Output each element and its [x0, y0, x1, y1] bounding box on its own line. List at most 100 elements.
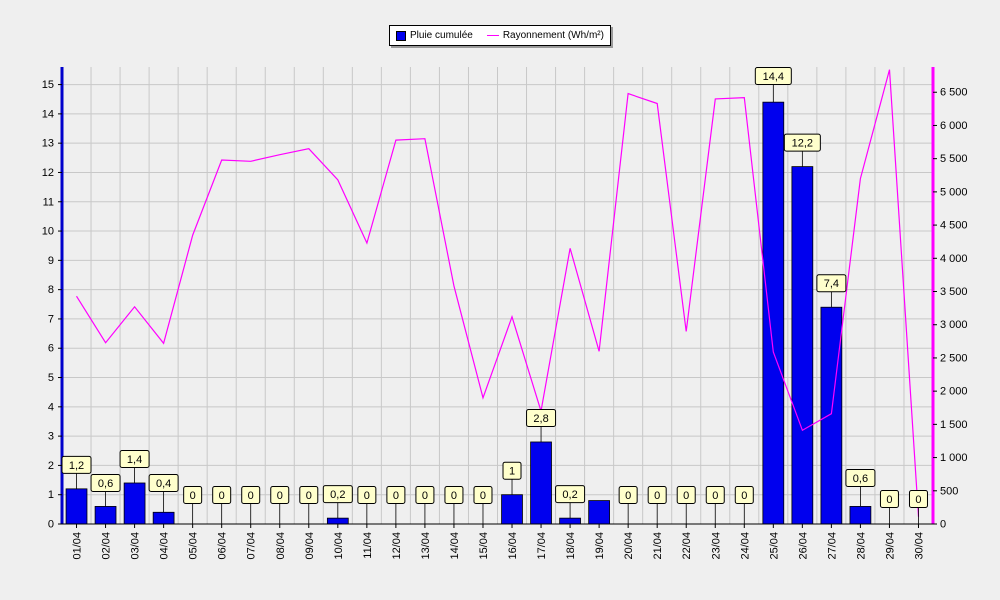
data-label-group: 2,8: [526, 408, 557, 442]
data-label-02/04: 0,6: [98, 478, 113, 490]
bar-03/04: [123, 482, 146, 525]
data-label-box: [705, 486, 725, 504]
data-label-07/04: 0: [248, 490, 254, 502]
x-tick-label-09/04: 09/04: [304, 532, 316, 560]
right-tick-label: 3 000: [940, 319, 968, 331]
right-tick-label: 500: [940, 485, 958, 497]
data-label-30/04: 0: [915, 494, 921, 506]
bar-17/04: [530, 441, 552, 525]
left-tick-label: 13: [42, 138, 54, 150]
data-label-group: 0: [444, 486, 464, 524]
data-label-28/04: 0,6: [853, 473, 868, 485]
bar-10/04: [326, 517, 349, 525]
right-tick-label: 4 500: [940, 220, 968, 232]
x-tick-label-30/04: 30/04: [913, 532, 925, 560]
data-label-21/04: 0: [654, 490, 660, 502]
data-label-29/04: 0: [886, 494, 892, 506]
data-label-box: [502, 461, 522, 480]
data-label-14/04: 0: [451, 490, 457, 502]
data-label-box: [241, 486, 261, 504]
data-label-box: [879, 490, 899, 508]
data-label-group: 0,4: [148, 474, 179, 513]
x-tick-label-15/04: 15/04: [478, 532, 490, 560]
data-label-box: [647, 486, 667, 504]
data-label-group: 14,4: [754, 67, 792, 103]
data-label-03/04: 1,4: [127, 454, 142, 466]
right-tick-label: 5 000: [940, 186, 968, 198]
legend-item-rain: Pluie cumulée: [396, 30, 473, 41]
bar-25/04: [762, 101, 785, 525]
right-tick-label: 4 000: [940, 253, 968, 265]
bar-28/04: [849, 506, 872, 525]
data-label-group: 0,2: [322, 485, 353, 519]
left-tick-label: 12: [42, 167, 54, 179]
x-tick-label-24/04: 24/04: [739, 532, 751, 560]
data-label-box: [473, 486, 493, 504]
x-tick-label-16/04: 16/04: [507, 532, 519, 560]
data-label-group: 0: [705, 486, 725, 524]
data-label-box: [618, 486, 638, 504]
data-label-box: [148, 474, 179, 492]
data-label-group: 0: [879, 490, 899, 524]
data-label-group: 7,4: [816, 274, 847, 308]
data-label-group: 1,2: [61, 455, 92, 489]
bar-26/04: [791, 166, 814, 525]
data-label-18/04: 0,2: [562, 489, 577, 501]
bar-01/04: [65, 488, 88, 525]
x-tick-label-25/04: 25/04: [768, 532, 780, 560]
data-label-group: 1: [502, 461, 522, 495]
data-label-06/04: 0: [219, 490, 225, 502]
data-label-16/04: 1: [509, 466, 515, 478]
data-label-box: [386, 486, 406, 504]
legend-item-radiation: Rayonnement (Wh/m²): [486, 30, 604, 41]
data-label-box: [415, 486, 435, 504]
legend-label-rain: Pluie cumulée: [410, 30, 473, 41]
data-label-26/04: 12,2: [792, 138, 813, 150]
bar-02/04: [94, 506, 117, 525]
right-tick-label: 1 500: [940, 419, 968, 431]
legend-swatch-radiation: [486, 35, 499, 36]
x-tick-label-22/04: 22/04: [681, 532, 693, 560]
x-tick-label-08/04: 08/04: [275, 532, 287, 560]
x-tick-label-01/04: 01/04: [72, 532, 84, 560]
left-tick-label: 2: [48, 460, 54, 472]
data-label-group: 0: [357, 486, 377, 524]
left-tick-label: 1: [48, 489, 54, 501]
data-label-box: [734, 486, 754, 504]
legend: Pluie cumulée Rayonnement (Wh/m²): [389, 25, 611, 46]
x-tick-label-23/04: 23/04: [710, 532, 722, 560]
x-tick-label-07/04: 07/04: [246, 532, 258, 560]
data-label-group: 0: [212, 486, 232, 524]
data-label-box: [119, 449, 150, 468]
data-label-box: [183, 486, 203, 504]
data-label-box: [845, 469, 876, 487]
data-label-group: 0: [183, 486, 203, 524]
left-tick-label: 6: [48, 343, 54, 355]
data-label-group: 0: [676, 486, 696, 524]
data-label-group: 0: [908, 490, 928, 524]
data-label-27/04: 7,4: [824, 278, 839, 290]
legend-label-radiation: Rayonnement (Wh/m²): [502, 30, 604, 41]
data-label-24/04: 0: [741, 490, 747, 502]
data-label-group: 0: [734, 486, 754, 524]
radiation-line: [75, 69, 920, 517]
data-label-group: 0: [415, 486, 435, 524]
x-tick-label-03/04: 03/04: [130, 532, 142, 560]
data-label-group: 1,4: [119, 449, 150, 483]
left-tick-label: 0: [48, 519, 54, 531]
data-label-group: 0,2: [555, 485, 586, 519]
left-tick-label: 8: [48, 284, 54, 296]
data-label-25/04: 14,4: [763, 71, 784, 83]
bar-16/04: [501, 494, 523, 525]
data-label-box: [783, 133, 821, 152]
x-tick-label-21/04: 21/04: [652, 532, 664, 560]
left-tick-label: 4: [48, 401, 54, 413]
data-label-box: [212, 486, 232, 504]
x-tick-label-18/04: 18/04: [565, 532, 577, 560]
x-tick-label-26/04: 26/04: [797, 532, 809, 560]
left-tick-label: 15: [42, 79, 54, 91]
data-label-08/04: 0: [277, 490, 283, 502]
data-label-box: [357, 486, 377, 504]
